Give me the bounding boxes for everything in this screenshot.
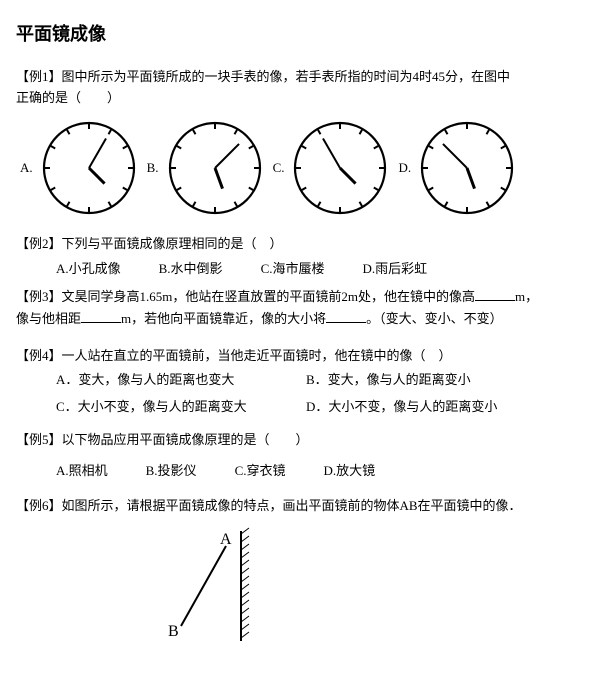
q6-figure: A B	[156, 526, 296, 646]
q2-d: D.雨后彩虹	[362, 259, 427, 280]
q2: 【例2】下列与平面镜成像原理相同的是（ ） A.小孔成像 B.水中倒影 C.海市…	[16, 234, 589, 280]
q1: 【例1】图中所示为平面镜所成的一块手表的像，若手表所指的时间为4时45分，在图中…	[16, 67, 589, 217]
q4-b: B．变大，像与人的距离变小	[306, 370, 556, 391]
q3-d: m，若他向平面镜靠近，像的大小将	[121, 311, 326, 326]
blank-1	[475, 286, 515, 301]
q6-stem: 【例6】如图所示，请根据平面镜成像的特点，画出平面镜前的物体AB在平面镜中的像．	[16, 496, 589, 517]
q4-stem: 【例4】一人站在直立的平面镜前，当他走近平面镜时，他在镜中的像（ ）	[16, 346, 589, 367]
q2-stem: 【例2】下列与平面镜成像原理相同的是（ ）	[16, 234, 589, 255]
q3-e: 。（变大、变小、不变）	[366, 311, 503, 326]
clock-c	[292, 120, 388, 216]
clock-d	[419, 120, 515, 216]
q3-b: m，	[515, 289, 538, 304]
q1-label-c: C.	[273, 158, 285, 179]
q5-b: B.投影仪	[146, 461, 197, 482]
q3: 【例3】文昊同学身高1.65m，他站在竖直放置的平面镜前2m处，他在镜中的像高 m…	[16, 286, 589, 330]
q1-stem-line1: 【例1】图中所示为平面镜所成的一块手表的像，若手表所指的时间为4时45分，在图中	[16, 67, 589, 88]
clock-b	[167, 120, 263, 216]
q6-label-b: B	[168, 623, 179, 640]
q5-a: A.照相机	[56, 461, 108, 482]
q4-a: A．变大，像与人的距离也变大	[56, 370, 306, 391]
blank-2	[81, 308, 121, 323]
q4-d: D．大小不变，像与人的距离变小	[306, 397, 556, 418]
q6: 【例6】如图所示，请根据平面镜成像的特点，画出平面镜前的物体AB在平面镜中的像．…	[16, 496, 589, 654]
q5-c: C.穿衣镜	[235, 461, 286, 482]
q1-clocks: A. B. C. D.	[16, 120, 589, 216]
q5: 【例5】以下物品应用平面镜成像原理的是（ ） A.照相机 B.投影仪 C.穿衣镜…	[16, 430, 589, 482]
q4-c: C．大小不变，像与人的距离变大	[56, 397, 306, 418]
q2-b: B.水中倒影	[159, 259, 223, 280]
q1-label-b: B.	[147, 158, 159, 179]
q1-label-a: A.	[20, 158, 33, 179]
q3-c: 像与他相距	[16, 311, 81, 326]
q5-stem: 【例5】以下物品应用平面镜成像原理的是（ ）	[16, 430, 589, 451]
blank-3	[326, 308, 366, 323]
q4: 【例4】一人站在直立的平面镜前，当他走近平面镜时，他在镜中的像（ ） A．变大，…	[16, 346, 589, 424]
q3-a: 【例3】文昊同学身高1.65m，他站在竖直放置的平面镜前2m处，他在镜中的像高	[16, 289, 475, 304]
q6-label-a: A	[220, 531, 232, 548]
q5-d: D.放大镜	[323, 461, 375, 482]
q2-a: A.小孔成像	[56, 259, 121, 280]
page-title: 平面镜成像	[16, 20, 589, 49]
q2-c: C.海市蜃楼	[261, 259, 325, 280]
q1-stem-line2: 正确的是（ ）	[16, 88, 589, 109]
clock-a	[41, 120, 137, 216]
q1-label-d: D.	[398, 158, 411, 179]
